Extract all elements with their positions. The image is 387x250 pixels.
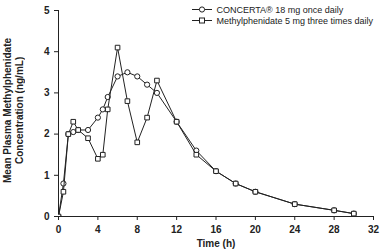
svg-text:Time (h): Time (h) (197, 238, 236, 249)
svg-text:24: 24 (289, 224, 301, 235)
svg-text:28: 28 (329, 224, 341, 235)
html-text:Methylphenidate 5 mg three tim: Methylphenidate 5 mg three times daily (216, 15, 373, 26)
svg-text:8: 8 (134, 224, 140, 235)
svg-text:4: 4 (44, 46, 50, 57)
svg-text:2: 2 (44, 128, 50, 139)
svg-text:1: 1 (44, 170, 50, 181)
svg-text:16: 16 (210, 224, 222, 235)
html-text:Mean Plasma Methylphenidate Co: Mean Plasma Methylphenidate Concentratio… (2, 38, 25, 183)
svg-text:5: 5 (44, 5, 50, 16)
svg-text:0: 0 (44, 211, 50, 222)
svg-text:0: 0 (56, 224, 62, 235)
html-text:CONCERTA® 18 mg once daily: CONCERTA® 18 mg once daily (216, 4, 344, 15)
svg-text:4: 4 (95, 224, 101, 235)
svg-text:32: 32 (368, 224, 380, 235)
svg-text:20: 20 (250, 224, 262, 235)
svg-text:12: 12 (171, 224, 183, 235)
svg-text:3: 3 (44, 87, 50, 98)
